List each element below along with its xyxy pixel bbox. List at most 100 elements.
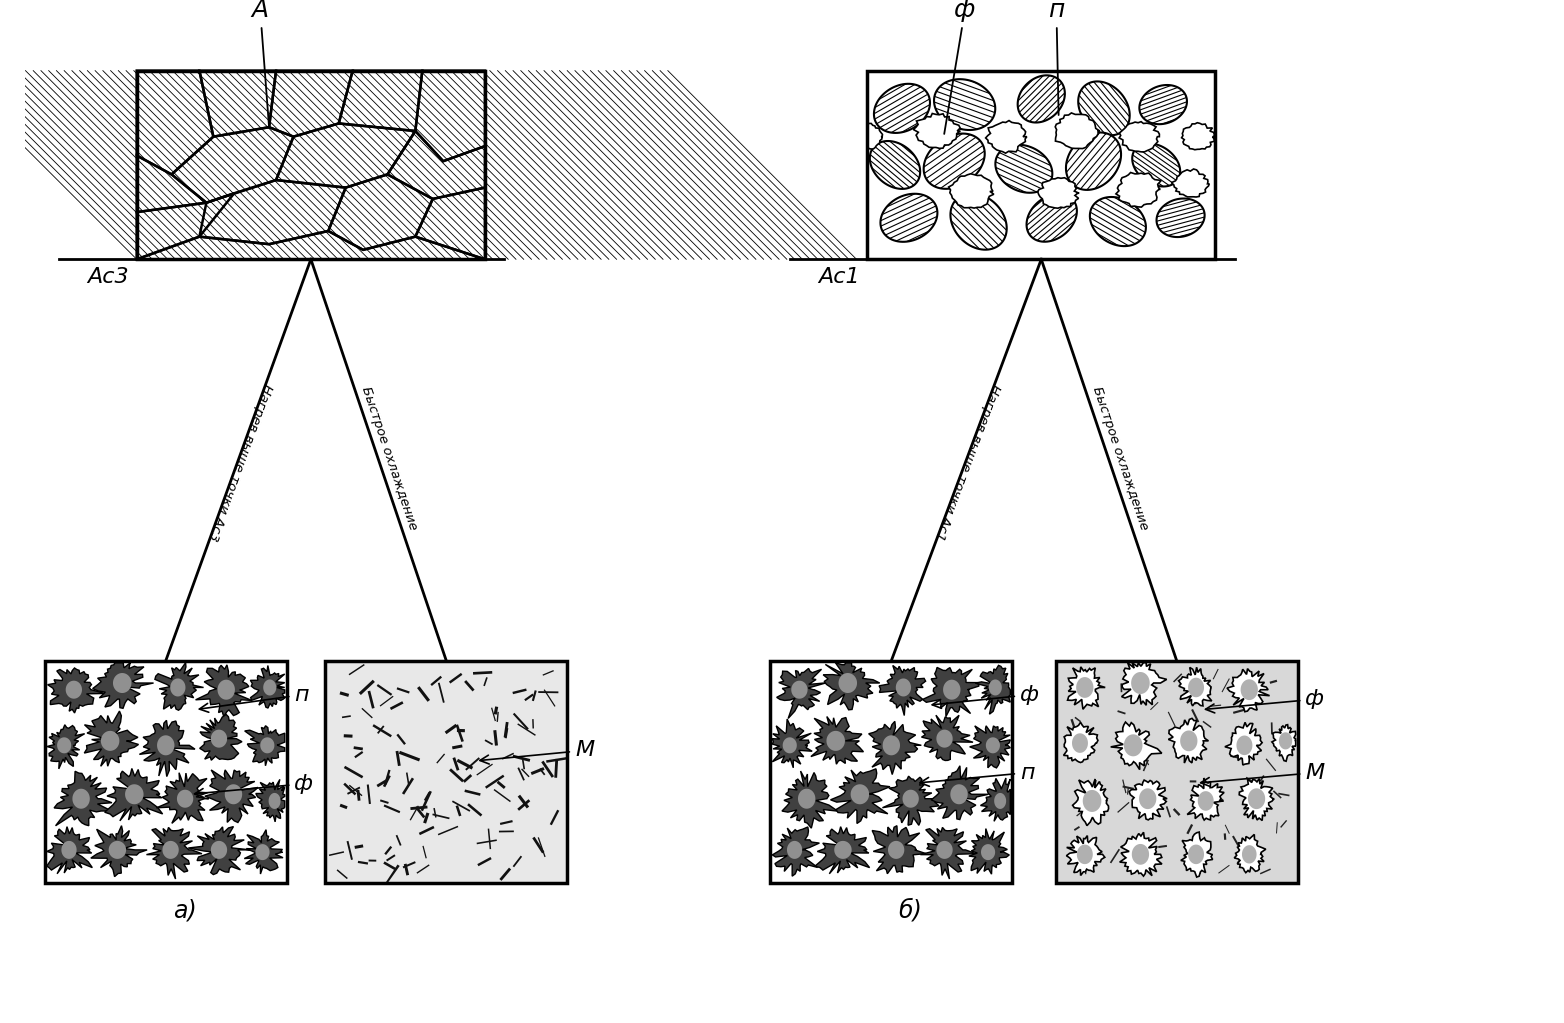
Polygon shape — [543, 670, 554, 676]
Polygon shape — [463, 774, 472, 783]
Polygon shape — [108, 841, 127, 859]
Polygon shape — [1265, 758, 1276, 771]
Polygon shape — [541, 761, 554, 777]
Polygon shape — [217, 679, 235, 700]
Polygon shape — [444, 724, 457, 735]
Polygon shape — [488, 829, 491, 849]
Polygon shape — [343, 715, 350, 718]
Polygon shape — [985, 121, 1028, 153]
Polygon shape — [1259, 775, 1265, 782]
Polygon shape — [823, 663, 879, 710]
Polygon shape — [1018, 76, 1065, 123]
Polygon shape — [937, 729, 952, 748]
Polygon shape — [452, 745, 463, 749]
Polygon shape — [1131, 672, 1150, 694]
Polygon shape — [1076, 677, 1093, 698]
Polygon shape — [810, 716, 863, 764]
Bar — [771, 661, 1012, 883]
Polygon shape — [1117, 173, 1160, 207]
Polygon shape — [1153, 798, 1156, 805]
Polygon shape — [328, 851, 344, 856]
Text: п: п — [920, 763, 1034, 787]
Polygon shape — [1181, 123, 1214, 149]
Polygon shape — [477, 840, 497, 844]
Polygon shape — [943, 679, 960, 700]
Polygon shape — [424, 812, 430, 824]
Polygon shape — [339, 692, 349, 697]
Polygon shape — [1187, 779, 1225, 820]
Polygon shape — [1120, 833, 1162, 876]
Polygon shape — [1248, 789, 1265, 809]
Polygon shape — [1200, 678, 1209, 684]
Polygon shape — [1128, 788, 1129, 795]
Polygon shape — [361, 708, 372, 718]
Polygon shape — [438, 682, 444, 703]
Polygon shape — [383, 804, 400, 813]
Text: ф: ф — [945, 0, 976, 134]
Polygon shape — [1067, 132, 1121, 190]
Polygon shape — [177, 790, 194, 808]
Polygon shape — [430, 676, 443, 686]
Text: Ас1: Ас1 — [818, 267, 859, 287]
Polygon shape — [985, 738, 999, 753]
Polygon shape — [874, 84, 931, 133]
Polygon shape — [1121, 780, 1126, 793]
Polygon shape — [472, 671, 493, 675]
Polygon shape — [438, 826, 458, 836]
Polygon shape — [156, 736, 175, 755]
Text: М: М — [1201, 763, 1325, 787]
Polygon shape — [457, 729, 465, 732]
Polygon shape — [377, 725, 385, 733]
Polygon shape — [882, 736, 899, 755]
Polygon shape — [518, 767, 526, 781]
Polygon shape — [468, 803, 482, 816]
Polygon shape — [995, 144, 1053, 192]
Polygon shape — [1247, 776, 1254, 784]
Polygon shape — [380, 799, 389, 804]
Polygon shape — [1225, 825, 1229, 834]
Polygon shape — [981, 844, 995, 860]
Polygon shape — [344, 735, 352, 738]
Polygon shape — [452, 757, 460, 770]
Polygon shape — [377, 779, 388, 788]
Polygon shape — [383, 775, 391, 788]
Text: ф: ф — [932, 684, 1038, 708]
Text: Нагрев выше точки Ас1: Нагрев выше точки Ас1 — [932, 383, 1003, 542]
Polygon shape — [1232, 836, 1240, 849]
Polygon shape — [483, 677, 488, 686]
Polygon shape — [225, 785, 242, 804]
Polygon shape — [976, 665, 1010, 714]
Polygon shape — [1234, 835, 1265, 873]
Polygon shape — [951, 785, 968, 804]
Polygon shape — [396, 733, 407, 745]
Polygon shape — [1074, 717, 1081, 722]
Polygon shape — [260, 738, 274, 753]
Polygon shape — [1272, 724, 1295, 761]
Polygon shape — [432, 813, 449, 819]
Polygon shape — [407, 772, 410, 786]
Polygon shape — [47, 668, 105, 713]
Polygon shape — [1120, 683, 1123, 693]
Polygon shape — [532, 837, 544, 853]
Polygon shape — [1171, 169, 1209, 197]
Polygon shape — [1165, 806, 1171, 817]
Polygon shape — [47, 724, 84, 769]
Polygon shape — [369, 859, 377, 861]
Polygon shape — [513, 688, 527, 695]
Polygon shape — [385, 769, 391, 785]
Polygon shape — [455, 805, 461, 816]
Polygon shape — [383, 861, 396, 871]
Polygon shape — [1150, 702, 1159, 710]
Polygon shape — [1131, 838, 1143, 847]
Polygon shape — [102, 730, 119, 751]
Polygon shape — [1192, 709, 1200, 722]
Polygon shape — [1157, 845, 1167, 848]
Polygon shape — [1132, 844, 1150, 864]
Polygon shape — [1065, 735, 1078, 739]
Polygon shape — [532, 691, 536, 701]
Polygon shape — [937, 841, 952, 859]
Text: а): а) — [174, 898, 197, 922]
Polygon shape — [58, 738, 72, 753]
Polygon shape — [55, 771, 113, 826]
Polygon shape — [105, 768, 163, 820]
